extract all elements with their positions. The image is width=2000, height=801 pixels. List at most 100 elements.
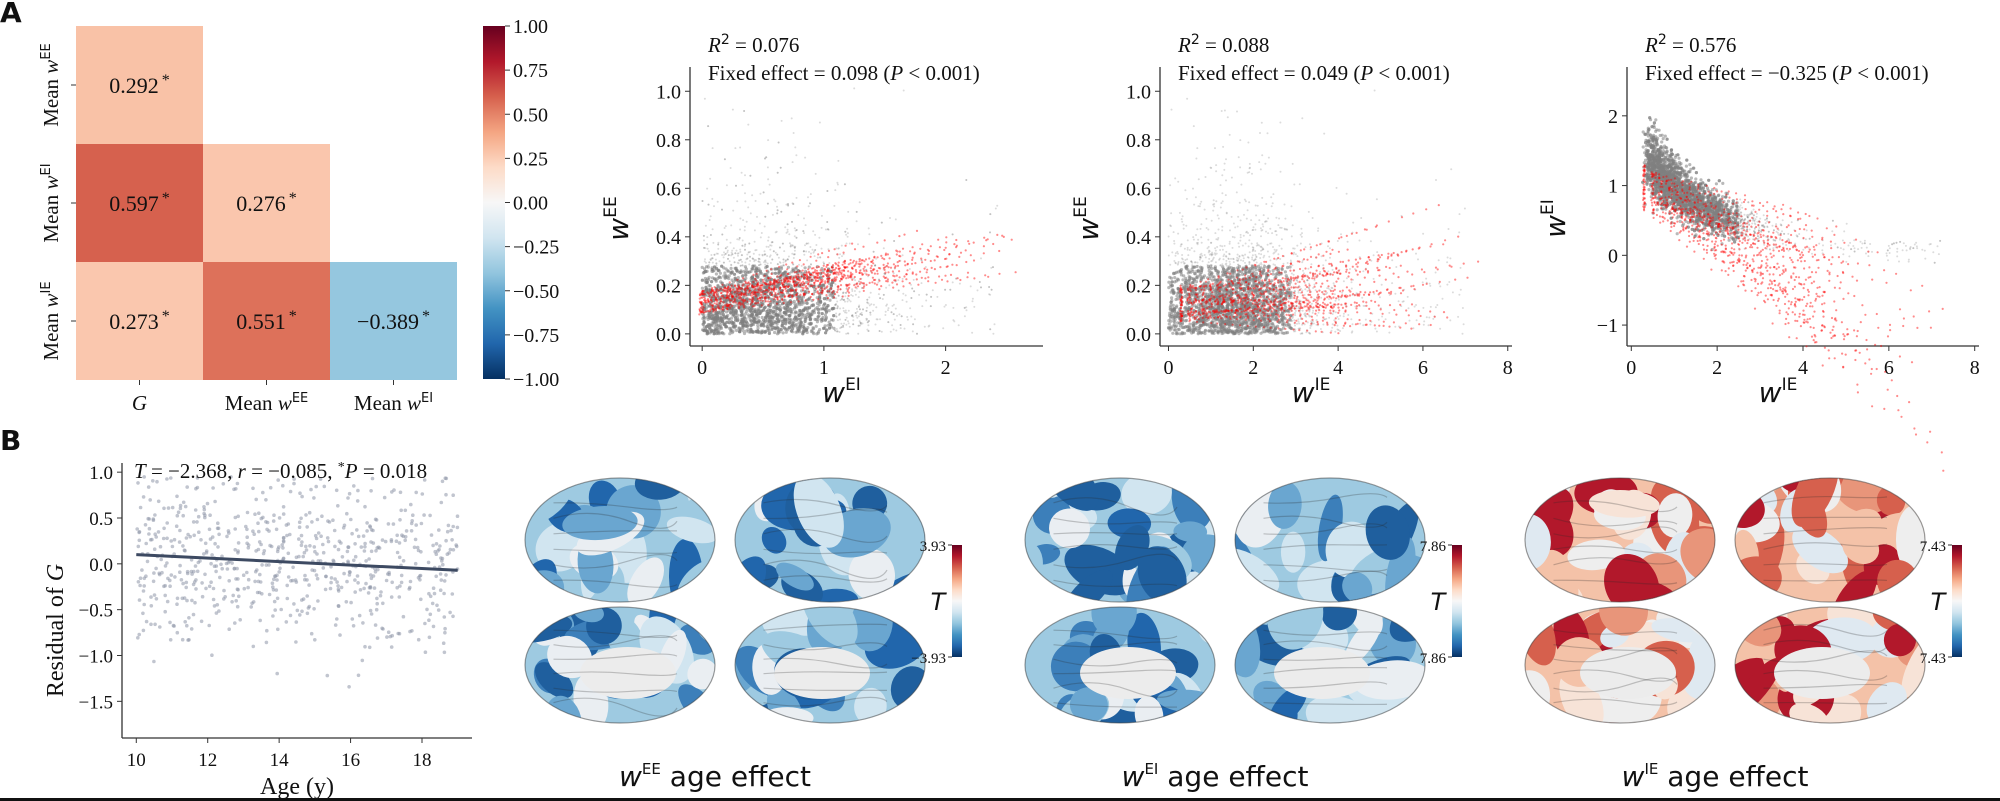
observed-point bbox=[1251, 172, 1253, 175]
fitted-point bbox=[839, 277, 843, 280]
observed-point bbox=[841, 298, 843, 300]
observed-point bbox=[707, 125, 710, 128]
observed-point bbox=[711, 228, 714, 231]
observed-point bbox=[758, 253, 761, 256]
fitted-point bbox=[809, 273, 812, 276]
observed-point bbox=[753, 260, 756, 263]
observed-point bbox=[776, 209, 779, 212]
fitted-point bbox=[839, 288, 842, 291]
observed-point bbox=[1415, 252, 1417, 255]
fitted-point bbox=[780, 279, 783, 282]
observed-point bbox=[810, 263, 812, 266]
observed-point bbox=[874, 323, 877, 326]
observed-point bbox=[1297, 320, 1300, 323]
fitted-point bbox=[742, 304, 745, 307]
observed-point bbox=[776, 171, 779, 174]
observed-point bbox=[944, 304, 947, 306]
fitted-point bbox=[757, 301, 760, 304]
observed-point bbox=[1342, 312, 1345, 315]
fitted-point bbox=[876, 269, 879, 272]
fitted-point bbox=[736, 288, 739, 291]
observed-point bbox=[843, 322, 846, 325]
fitted-point bbox=[811, 271, 815, 274]
observed-point bbox=[1260, 121, 1263, 124]
observed-point bbox=[851, 290, 854, 292]
fitted-point bbox=[741, 284, 744, 287]
observed-point bbox=[803, 232, 805, 235]
observed-point bbox=[776, 212, 779, 215]
fitted-point bbox=[746, 282, 749, 285]
observed-point bbox=[882, 293, 885, 296]
fitted-point bbox=[721, 294, 725, 297]
observed-point bbox=[1219, 249, 1222, 251]
fitted-point bbox=[906, 262, 910, 265]
fitted-point bbox=[768, 287, 771, 290]
fitted-point bbox=[847, 270, 850, 273]
fitted-point bbox=[973, 277, 976, 280]
observed-point bbox=[903, 327, 906, 330]
observed-point bbox=[1266, 243, 1269, 246]
observed-point bbox=[748, 263, 751, 266]
observed-point bbox=[730, 264, 733, 267]
observed-point bbox=[793, 323, 797, 327]
observed-point bbox=[1434, 271, 1437, 274]
observed-point bbox=[706, 277, 710, 281]
observed-point bbox=[910, 297, 913, 299]
observed-point bbox=[1291, 162, 1294, 165]
fitted-point bbox=[798, 270, 801, 273]
fitted-point bbox=[699, 311, 702, 314]
observed-point bbox=[1394, 292, 1397, 295]
fitted-point bbox=[795, 294, 798, 297]
fitted-point bbox=[871, 259, 874, 262]
fitted-point bbox=[842, 269, 845, 272]
observed-point bbox=[740, 312, 744, 316]
panel-label-b: B bbox=[0, 424, 22, 457]
observed-point bbox=[1184, 189, 1187, 192]
y-tick-label: 0.8 bbox=[656, 130, 681, 152]
observed-point bbox=[778, 261, 781, 263]
observed-point bbox=[838, 256, 841, 259]
observed-point bbox=[704, 258, 706, 261]
observed-point bbox=[1262, 248, 1265, 251]
observed-point bbox=[890, 311, 893, 314]
fitted-point bbox=[745, 294, 748, 297]
observed-point bbox=[1294, 312, 1296, 314]
fitted-point bbox=[737, 305, 740, 308]
observed-point bbox=[771, 213, 774, 216]
observed-point bbox=[754, 249, 757, 252]
fitted-point bbox=[847, 276, 850, 279]
observed-point bbox=[706, 247, 709, 250]
colorbar-tick-label: −0.75 bbox=[513, 325, 559, 347]
fitted-point bbox=[793, 271, 796, 274]
observed-point bbox=[884, 314, 887, 316]
fitted-point bbox=[826, 277, 829, 280]
observed-point bbox=[745, 324, 749, 328]
observed-point bbox=[858, 290, 861, 293]
observed-point bbox=[798, 309, 802, 313]
observed-point bbox=[896, 314, 898, 317]
observed-point bbox=[859, 313, 862, 316]
heatmap-cell-value: −0.389 * bbox=[357, 308, 430, 334]
observed-point bbox=[869, 311, 872, 314]
observed-point bbox=[813, 255, 816, 258]
observed-point bbox=[793, 315, 798, 319]
p-value: < 0.001) bbox=[903, 61, 980, 85]
fitted-point bbox=[795, 283, 799, 286]
observed-point bbox=[856, 310, 859, 313]
observed-point bbox=[853, 87, 856, 90]
observed-point bbox=[1331, 313, 1334, 315]
observed-point bbox=[744, 273, 748, 277]
observed-point bbox=[741, 273, 745, 278]
observed-point bbox=[1245, 217, 1248, 220]
observed-point bbox=[952, 306, 955, 309]
cell-value-text: 0.292 bbox=[109, 73, 159, 98]
observed-point bbox=[809, 202, 811, 205]
fitted-point bbox=[725, 307, 729, 310]
observed-point bbox=[743, 225, 746, 228]
fitted-point bbox=[797, 273, 800, 276]
observed-point bbox=[965, 179, 968, 181]
fitted-point bbox=[911, 246, 914, 249]
observed-point bbox=[741, 264, 744, 267]
fitted-point bbox=[799, 283, 802, 286]
